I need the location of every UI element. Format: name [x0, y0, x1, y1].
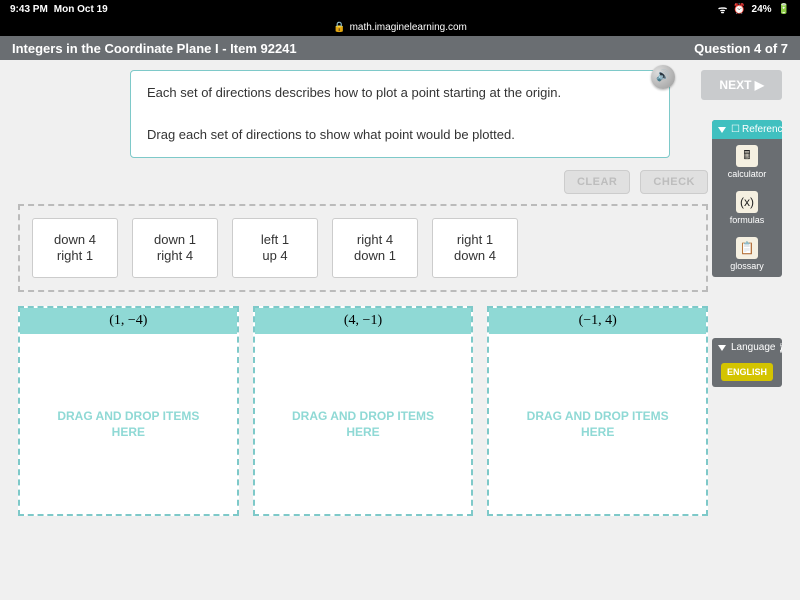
prompt-line1: Each set of directions describes how to …	[147, 83, 653, 104]
browser-url-bar: 🔒 math.imaginelearning.com	[0, 18, 800, 36]
status-time: 9:43 PM	[10, 4, 48, 15]
ref-glossary[interactable]: 📋glossary	[712, 231, 782, 277]
drop-zone-1[interactable]: (1, −4) DRAG AND DROP ITEMS HERE	[18, 306, 239, 516]
drop-zone-label: (−1, 4)	[489, 308, 706, 334]
ref-calculator[interactable]: 🖩calculator	[712, 139, 782, 185]
clear-button[interactable]: CLEAR	[564, 170, 630, 194]
lesson-title-bar: Integers in the Coordinate Plane I - Ite…	[0, 36, 800, 60]
battery-icon: 🔋	[778, 4, 790, 15]
drag-card[interactable]: down 1right 4	[132, 218, 218, 278]
ios-status-bar: 9:43 PM Mon Oct 19 ᯤ ⏰ 24% 🔋	[0, 0, 800, 18]
wifi-icon: ᯤ	[718, 2, 727, 16]
lock-icon: 🔒	[333, 22, 345, 33]
drop-zone-3[interactable]: (−1, 4) DRAG AND DROP ITEMS HERE	[487, 306, 708, 516]
question-counter: Question 4 of 7	[694, 41, 788, 56]
drag-source-area: down 4right 1 down 1right 4 left 1up 4 r…	[18, 204, 708, 292]
audio-play-button[interactable]: 🔊	[651, 65, 675, 89]
alarm-icon: ⏰	[733, 4, 745, 15]
drag-card[interactable]: down 4right 1	[32, 218, 118, 278]
drop-zone-placeholder: DRAG AND DROP ITEMS HERE	[255, 334, 472, 514]
drag-card[interactable]: right 1down 4	[432, 218, 518, 278]
drop-zone-2[interactable]: (4, −1) DRAG AND DROP ITEMS HERE	[253, 306, 474, 516]
drop-zone-label: (4, −1)	[255, 308, 472, 334]
drag-card[interactable]: left 1up 4	[232, 218, 318, 278]
lesson-title: Integers in the Coordinate Plane I - Ite…	[12, 41, 297, 56]
glossary-icon: 📋	[736, 237, 758, 259]
language-panel: Languagei ENGLISH	[712, 338, 782, 387]
calculator-icon: 🖩	[736, 145, 758, 167]
url-text: math.imaginelearning.com	[350, 22, 467, 33]
status-date: Mon Oct 19	[54, 4, 108, 15]
question-prompt: 🔊 Each set of directions describes how t…	[130, 70, 670, 158]
drop-zone-placeholder: DRAG AND DROP ITEMS HERE	[20, 334, 237, 514]
prompt-line2: Drag each set of directions to show what…	[147, 125, 653, 146]
drop-zone-label: (1, −4)	[20, 308, 237, 334]
language-header[interactable]: Languagei	[712, 338, 782, 357]
drop-zone-placeholder: DRAG AND DROP ITEMS HERE	[489, 334, 706, 514]
reference-header[interactable]: ☐Reference	[712, 120, 782, 139]
check-button[interactable]: CHECK	[640, 170, 708, 194]
formulas-icon: (x)	[736, 191, 758, 213]
language-english-button[interactable]: ENGLISH	[721, 363, 773, 381]
ref-formulas[interactable]: (x)formulas	[712, 185, 782, 231]
battery-pct: 24%	[752, 4, 772, 15]
reference-panel: ☐Reference 🖩calculator (x)formulas 📋glos…	[712, 120, 782, 277]
next-button[interactable]: NEXT ▶	[701, 70, 782, 100]
drag-card[interactable]: right 4down 1	[332, 218, 418, 278]
